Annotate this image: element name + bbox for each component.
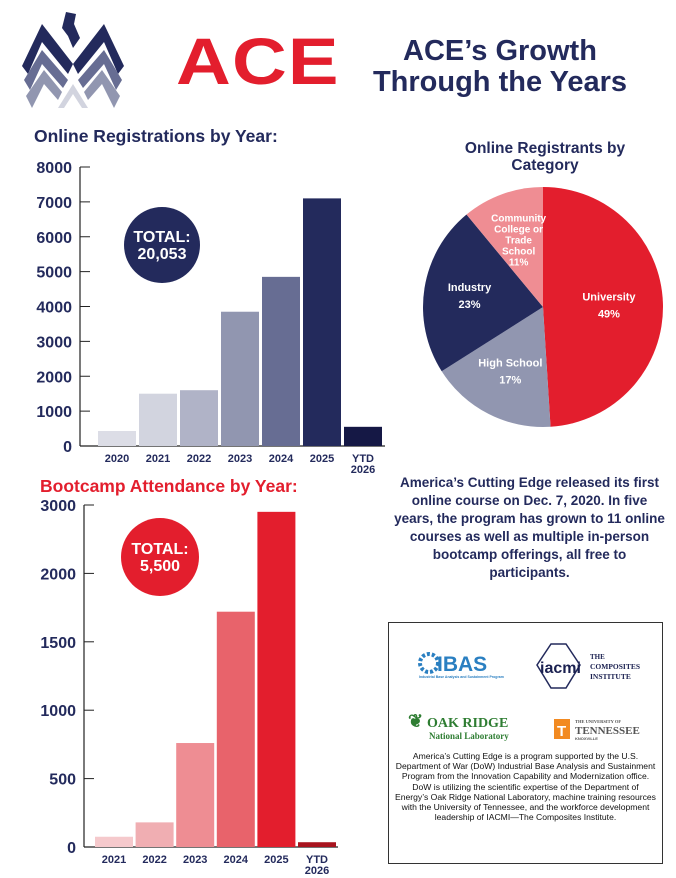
pie-slice-label: Trade bbox=[505, 235, 532, 246]
pie-slice-community bbox=[466, 187, 543, 307]
x-tick-label: 2026 bbox=[351, 464, 375, 475]
bar-2023 bbox=[176, 743, 215, 847]
iacmi-wordmark: iacmi bbox=[540, 660, 581, 677]
y-tick-label: 0 bbox=[63, 439, 72, 456]
x-tick-label: 2024 bbox=[269, 453, 294, 465]
y-tick-label: 2000 bbox=[40, 566, 76, 583]
y-tick-label: 4000 bbox=[36, 300, 72, 317]
x-tick-label: 2025 bbox=[310, 453, 334, 465]
bar-ytd-2026 bbox=[344, 426, 382, 446]
y-tick-label: 7000 bbox=[36, 195, 72, 212]
ibas-logo: IBAS Industrial Base Analysis and Sustai… bbox=[418, 652, 504, 679]
online-registrations-chart: 0 1000 2000 3000 4000 5000 6000 7000 8000 2020 202… bbox=[36, 160, 385, 475]
total-callout-circle bbox=[124, 207, 200, 283]
bar-2021 bbox=[95, 836, 133, 847]
bootcamp-chart-title: Bootcamp Attendance by Year: bbox=[40, 476, 298, 496]
pie-slice-university bbox=[543, 187, 664, 427]
bar-2022 bbox=[135, 822, 174, 847]
pie-slice-percent: 11% bbox=[509, 257, 529, 268]
y-tick-label: 500 bbox=[49, 772, 76, 789]
ornl-logo: ❦ OAK RIDGE National Laboratory bbox=[408, 711, 509, 741]
x-tick-label: 2024 bbox=[224, 854, 249, 866]
y-tick-label: 6000 bbox=[36, 230, 72, 247]
iacmi-sub-1: THE bbox=[590, 653, 605, 661]
pie-slice-industry bbox=[423, 214, 543, 372]
pie-slice-label: Community bbox=[491, 213, 546, 224]
utk-top: THE UNIVERSITY OF bbox=[575, 719, 621, 724]
bar-2020 bbox=[98, 431, 136, 446]
pie-chart-title: Online Registrants by Category bbox=[464, 140, 626, 174]
pie-slice-label: School bbox=[502, 246, 536, 257]
page-title-line2: Through the Years bbox=[372, 66, 628, 98]
ornl-subtitle: National Laboratory bbox=[429, 731, 509, 741]
program-summary-text: America’s Cutting Edge released its firs… bbox=[394, 475, 665, 580]
x-tick-label: 2022 bbox=[142, 854, 166, 866]
x-tick-label: YTD bbox=[352, 453, 374, 465]
ornl-wordmark: OAK RIDGE bbox=[427, 716, 508, 731]
svg-text:T: T bbox=[557, 723, 566, 740]
utk-logo: T THE UNIVERSITY OF TENNESSEE KNOXVILLE bbox=[554, 719, 640, 741]
ace-wordmark: ACE bbox=[176, 24, 340, 98]
y-tick-label: 0 bbox=[67, 840, 76, 857]
iacmi-sub-3: INSTITUTE bbox=[590, 672, 631, 681]
page-title-line1: ACE’s Growth bbox=[403, 35, 597, 67]
pie-slice-label: High School bbox=[478, 358, 542, 370]
total-callout-value: 5,500 bbox=[140, 558, 180, 575]
ace-eagle-logo bbox=[22, 12, 124, 108]
x-tick-label: 2023 bbox=[183, 854, 207, 866]
pie-slice-percent: 49% bbox=[598, 308, 620, 320]
bar-2025 bbox=[257, 511, 296, 847]
y-tick-label: 8000 bbox=[36, 160, 72, 177]
online-chart-title: Online Registrations by Year: bbox=[34, 126, 278, 146]
partner-logos: IBAS Industrial Base Analysis and Sustai… bbox=[408, 643, 640, 741]
bar-2024 bbox=[262, 276, 300, 446]
x-tick-label: 2020 bbox=[105, 453, 129, 465]
utk-sub: KNOXVILLE bbox=[575, 736, 598, 741]
iacmi-sub-2: COMPOSITES bbox=[590, 662, 640, 671]
pie-slice-label: College or bbox=[494, 224, 543, 235]
x-tick-label: 2026 bbox=[305, 865, 329, 877]
bar-2023 bbox=[221, 311, 259, 446]
total-callout-circle bbox=[121, 518, 199, 596]
y-tick-label: 1500 bbox=[40, 635, 76, 652]
page-title: ACE’s Growth Through the Years bbox=[350, 36, 650, 98]
bar-2025 bbox=[303, 198, 341, 446]
y-tick-label: 1000 bbox=[36, 404, 72, 421]
pie-slice-label: Industry bbox=[448, 282, 492, 294]
bar-2024 bbox=[216, 611, 255, 847]
x-tick-label: YTD bbox=[306, 854, 328, 866]
x-tick-label: 2025 bbox=[264, 854, 288, 866]
power-t-icon bbox=[554, 719, 570, 739]
ibas-subtitle: Industrial Base Analysis and Sustainment… bbox=[419, 675, 504, 679]
x-tick-label: 2021 bbox=[146, 453, 170, 465]
oak-leaf-icon: ❦ bbox=[408, 711, 423, 731]
total-callout-label: TOTAL: bbox=[133, 229, 190, 246]
y-tick-label: 1000 bbox=[40, 703, 76, 720]
pie-slice-percent: 17% bbox=[499, 375, 521, 387]
bar-2022 bbox=[180, 390, 218, 446]
y-tick-label: 3000 bbox=[36, 334, 72, 351]
total-callout-label: TOTAL: bbox=[131, 541, 188, 558]
bar-2021 bbox=[139, 393, 177, 446]
partners-box: IBAS Industrial Base Analysis and Sustai… bbox=[388, 622, 663, 864]
y-tick-label: 5000 bbox=[36, 265, 72, 282]
x-tick-label: 2022 bbox=[187, 453, 211, 465]
bar-ytd-2026 bbox=[298, 842, 336, 847]
x-tick-label: 2021 bbox=[102, 854, 126, 866]
total-callout-value: 20,053 bbox=[138, 246, 187, 263]
bootcamp-attendance-chart: 0 500 1000 1500 2000 3000 2021 2022 2023 2024 2025… bbox=[40, 498, 338, 877]
utk-wordmark: TENNESSEE bbox=[575, 725, 640, 737]
y-tick-label: 3000 bbox=[40, 498, 76, 515]
registrants-by-category-pie: University 49% High School 17% Industry 23% Co… bbox=[423, 187, 664, 427]
iacmi-logo: iacmi THE COMPOSITES INSTITUTE bbox=[536, 643, 640, 689]
pie-slice-percent: 23% bbox=[459, 299, 481, 311]
ibas-wordmark: IBAS bbox=[437, 653, 487, 676]
pie-slice-label: University bbox=[582, 291, 636, 303]
gear-icon bbox=[418, 652, 440, 674]
y-tick-label: 2000 bbox=[36, 369, 72, 386]
pie-slice-high bbox=[441, 307, 551, 427]
partners-description: America’s Cutting Edge is a program supp… bbox=[395, 751, 656, 823]
x-tick-label: 2023 bbox=[228, 453, 252, 465]
